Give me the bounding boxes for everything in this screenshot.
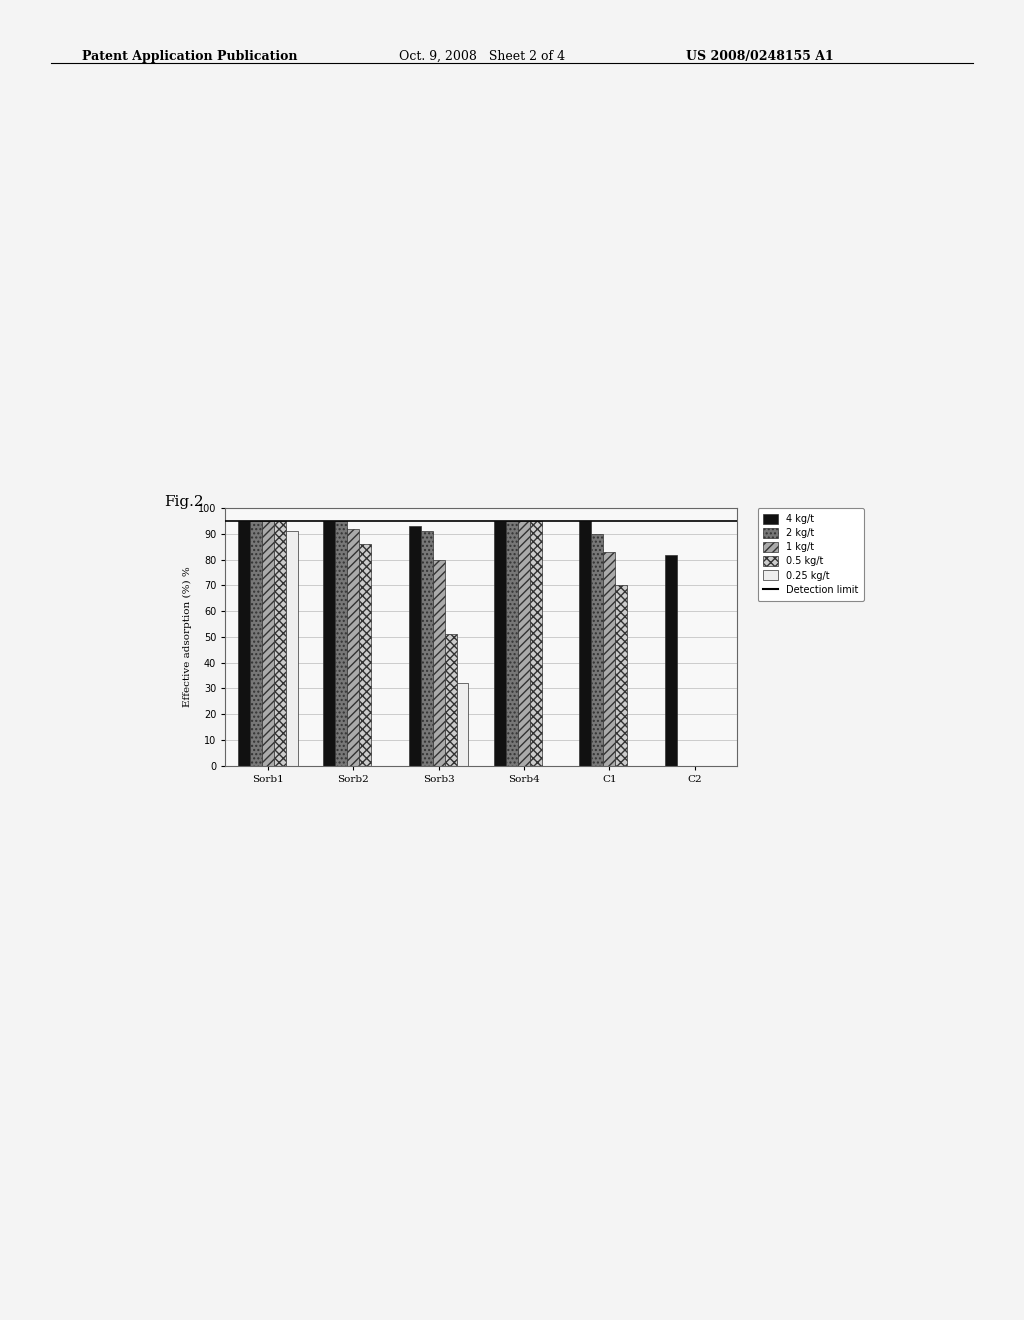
Bar	[506, 521, 518, 766]
Bar	[603, 552, 615, 766]
Text: Oct. 9, 2008   Sheet 2 of 4: Oct. 9, 2008 Sheet 2 of 4	[399, 50, 565, 63]
Text: Fig.2: Fig.2	[164, 495, 204, 510]
Bar	[432, 560, 444, 766]
Bar	[518, 521, 530, 766]
Bar	[336, 521, 347, 766]
Y-axis label: Effective adsorption (%) %: Effective adsorption (%) %	[183, 566, 193, 708]
Bar	[274, 521, 286, 766]
Bar	[591, 535, 603, 766]
Bar	[615, 586, 627, 766]
Bar	[444, 635, 457, 766]
Bar	[324, 521, 335, 766]
Bar	[409, 527, 421, 766]
Bar	[238, 521, 250, 766]
Bar	[359, 544, 371, 766]
Bar	[580, 521, 592, 766]
Text: Patent Application Publication: Patent Application Publication	[82, 50, 297, 63]
Bar	[494, 521, 506, 766]
Bar	[262, 521, 273, 766]
Bar	[421, 532, 432, 766]
Bar	[665, 554, 677, 766]
Bar	[286, 532, 298, 766]
Bar	[347, 529, 359, 766]
Text: US 2008/0248155 A1: US 2008/0248155 A1	[686, 50, 834, 63]
Bar	[457, 684, 469, 766]
Legend: 4 kg/t, 2 kg/t, 1 kg/t, 0.5 kg/t, 0.25 kg/t, Detection limit: 4 kg/t, 2 kg/t, 1 kg/t, 0.5 kg/t, 0.25 k…	[758, 508, 864, 601]
Bar	[530, 521, 542, 766]
Bar	[250, 521, 262, 766]
